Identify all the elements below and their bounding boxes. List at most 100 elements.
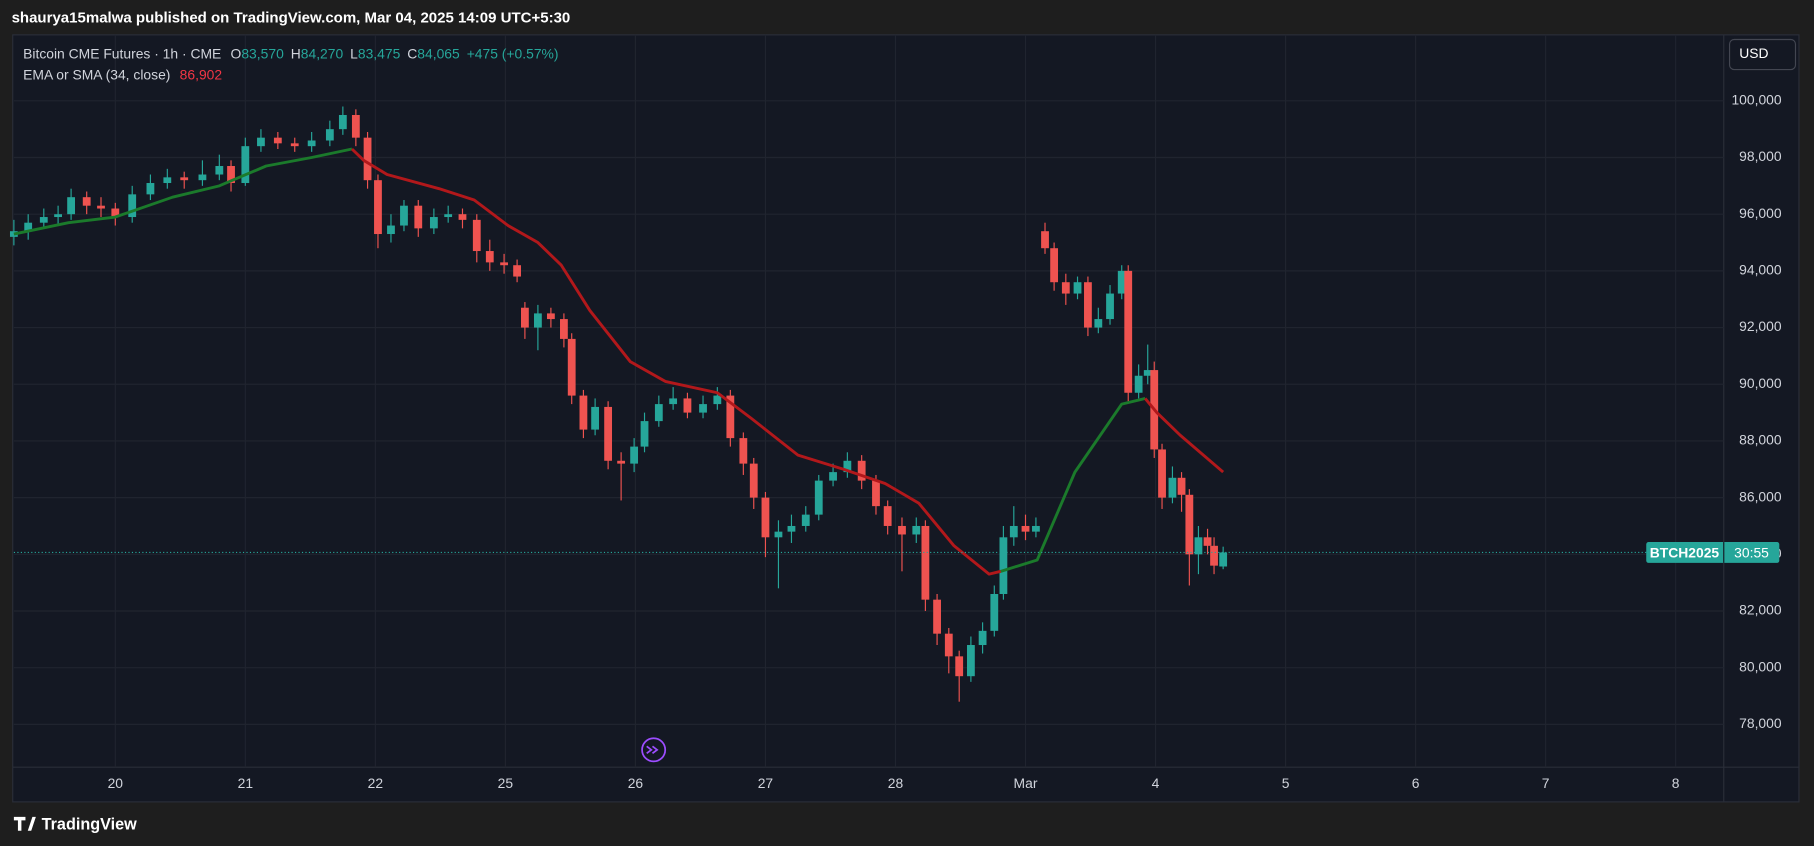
candle-body [774, 531, 783, 538]
candle-body [966, 645, 975, 677]
replay-icon-arrows [646, 745, 659, 754]
candle-body [39, 217, 48, 223]
ohlc-key: C [407, 45, 417, 61]
x-tick-label: 4 [1152, 775, 1160, 791]
tv-logo [13, 816, 36, 831]
ohlc-value: 84,270 [301, 45, 344, 61]
ohlc-legend: Bitcoin CME Futures · 1h · CME O83,570 H84… [23, 45, 558, 61]
candle-body [829, 472, 837, 481]
candle-body [82, 197, 91, 206]
y-tick-label: 96,000 [1739, 205, 1782, 221]
footer-brand: TradingView [42, 815, 137, 833]
candle-body [872, 480, 880, 507]
candle-body [400, 205, 408, 226]
candle-body [1203, 537, 1212, 546]
currency-label: USD [1739, 45, 1768, 61]
y-tick-label: 88,000 [1739, 432, 1782, 448]
candle-body [513, 265, 521, 277]
candle-body [654, 404, 663, 422]
candle-body [1210, 545, 1218, 566]
replay-icon[interactable] [641, 737, 667, 763]
candle-body [1219, 552, 1228, 567]
plot [9, 106, 1724, 702]
candle-body [1050, 248, 1059, 283]
x-tick-label: 6 [1412, 775, 1420, 791]
candle-body [215, 166, 224, 175]
grid [13, 34, 1724, 768]
ohlc-value: 84,065 [417, 45, 460, 61]
y-tick-label: 78,000 [1739, 715, 1782, 731]
currency-button[interactable] [1728, 38, 1797, 71]
x-tick-label: 27 [758, 775, 774, 791]
ohlc-value: 83,475 [358, 45, 401, 61]
x-tick-label: 26 [628, 775, 644, 791]
candle-body [560, 319, 568, 339]
y-tick-label: 90,000 [1739, 375, 1782, 391]
candle-body [591, 406, 600, 430]
candle-body [801, 514, 810, 526]
candle-body [500, 262, 508, 266]
candle-body [227, 166, 235, 184]
candle-body [325, 129, 334, 141]
candle-body [163, 177, 172, 184]
candle-body [713, 395, 722, 405]
candle-body [912, 525, 921, 535]
symbol-tag: BTCH2025 [1650, 544, 1720, 560]
y-tick-label: 92,000 [1739, 318, 1782, 334]
candle-body [1084, 282, 1092, 328]
chart-pane [12, 34, 1800, 803]
candle-body [67, 197, 75, 215]
candle-body [1124, 270, 1133, 393]
candle-body [351, 114, 360, 138]
x-tick-label: Mar [1014, 775, 1038, 791]
x-tick-label: 21 [238, 775, 254, 791]
candle-body [933, 599, 941, 634]
candle-body [990, 593, 999, 631]
candle-body [414, 205, 423, 229]
candle-body [1117, 270, 1126, 294]
candle-body [761, 497, 770, 538]
candle-body [241, 146, 250, 184]
candle-body [857, 460, 866, 481]
ema-line [1000, 397, 1146, 573]
candle-body [883, 506, 892, 526]
candle-body [921, 525, 930, 600]
candle-body [1021, 525, 1030, 532]
last-price-tag [1646, 542, 1780, 563]
candle-body [579, 395, 588, 430]
candle-body [1158, 449, 1166, 498]
candle-body [640, 421, 649, 447]
x-tick-label: 7 [1542, 775, 1550, 791]
candle-body [999, 537, 1008, 594]
candle-body [843, 460, 852, 473]
candle-body [1032, 525, 1040, 532]
candle-body [146, 183, 155, 195]
candle-body [1009, 525, 1018, 538]
candle-body [257, 137, 265, 147]
candle-body [739, 438, 748, 464]
candle-body [749, 463, 758, 498]
candle-body [683, 398, 692, 413]
candle-body [617, 460, 626, 464]
candle-body [363, 137, 372, 181]
candle-body [604, 406, 613, 461]
y-tick-label: 94,000 [1739, 262, 1782, 278]
candle-body [128, 194, 137, 218]
candle-body [520, 307, 529, 328]
candle-body [1134, 375, 1143, 393]
candle-body [567, 338, 576, 396]
x-tick-label: 20 [108, 775, 124, 791]
candle-body [1177, 477, 1186, 495]
change-value: +475 (+0.57%) [467, 45, 559, 61]
x-tick-label: 25 [498, 775, 514, 791]
candle-body [699, 404, 707, 413]
candle-body [180, 177, 189, 181]
ema-line [1144, 397, 1225, 474]
candle-body [1168, 477, 1177, 498]
candle-body [387, 225, 395, 235]
y-tick-label: 82,000 [1739, 602, 1782, 618]
publish-header: shaurya15malwa published on TradingView.… [12, 10, 571, 27]
candle-body [54, 214, 62, 218]
candle-body [1041, 231, 1049, 249]
